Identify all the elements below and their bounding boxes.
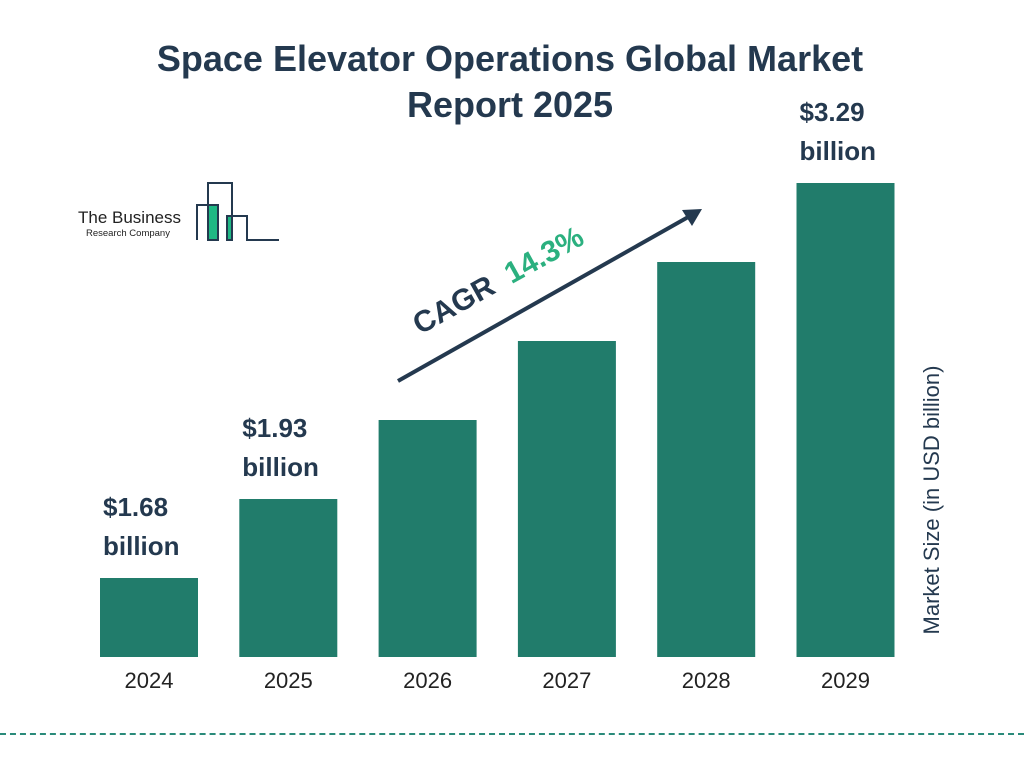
data-label: $1.68 bbox=[103, 492, 168, 522]
x-tick-label: 2024 bbox=[125, 668, 174, 693]
x-tick-label: 2026 bbox=[403, 668, 452, 693]
x-tick-label: 2028 bbox=[682, 668, 731, 693]
logo: The Business Research Company bbox=[78, 182, 279, 241]
chart-title: Space Elevator Operations Global Market … bbox=[156, 38, 864, 125]
data-label: billion bbox=[103, 531, 180, 561]
x-tick-label: 2029 bbox=[821, 668, 870, 693]
bar-2026 bbox=[378, 420, 477, 657]
x-tick-label: 2027 bbox=[542, 668, 591, 693]
bar-2027 bbox=[517, 341, 616, 657]
data-label: $3.29 bbox=[800, 97, 865, 127]
data-label: $1.93 bbox=[242, 413, 307, 443]
bar-2029 bbox=[796, 183, 895, 657]
y-axis-label: Market Size (in USD billion) bbox=[919, 365, 944, 635]
logo-line1: The Business bbox=[78, 208, 181, 227]
x-tick-label: 2025 bbox=[264, 668, 313, 693]
bar-2024 bbox=[100, 578, 198, 657]
arrow-head bbox=[682, 209, 702, 226]
bar-2025 bbox=[239, 499, 338, 657]
data-label: billion bbox=[800, 136, 877, 166]
bar-2028 bbox=[657, 262, 756, 657]
data-label: billion bbox=[242, 452, 319, 482]
logo-line2: Research Company bbox=[86, 228, 170, 239]
divider bbox=[0, 733, 1024, 735]
